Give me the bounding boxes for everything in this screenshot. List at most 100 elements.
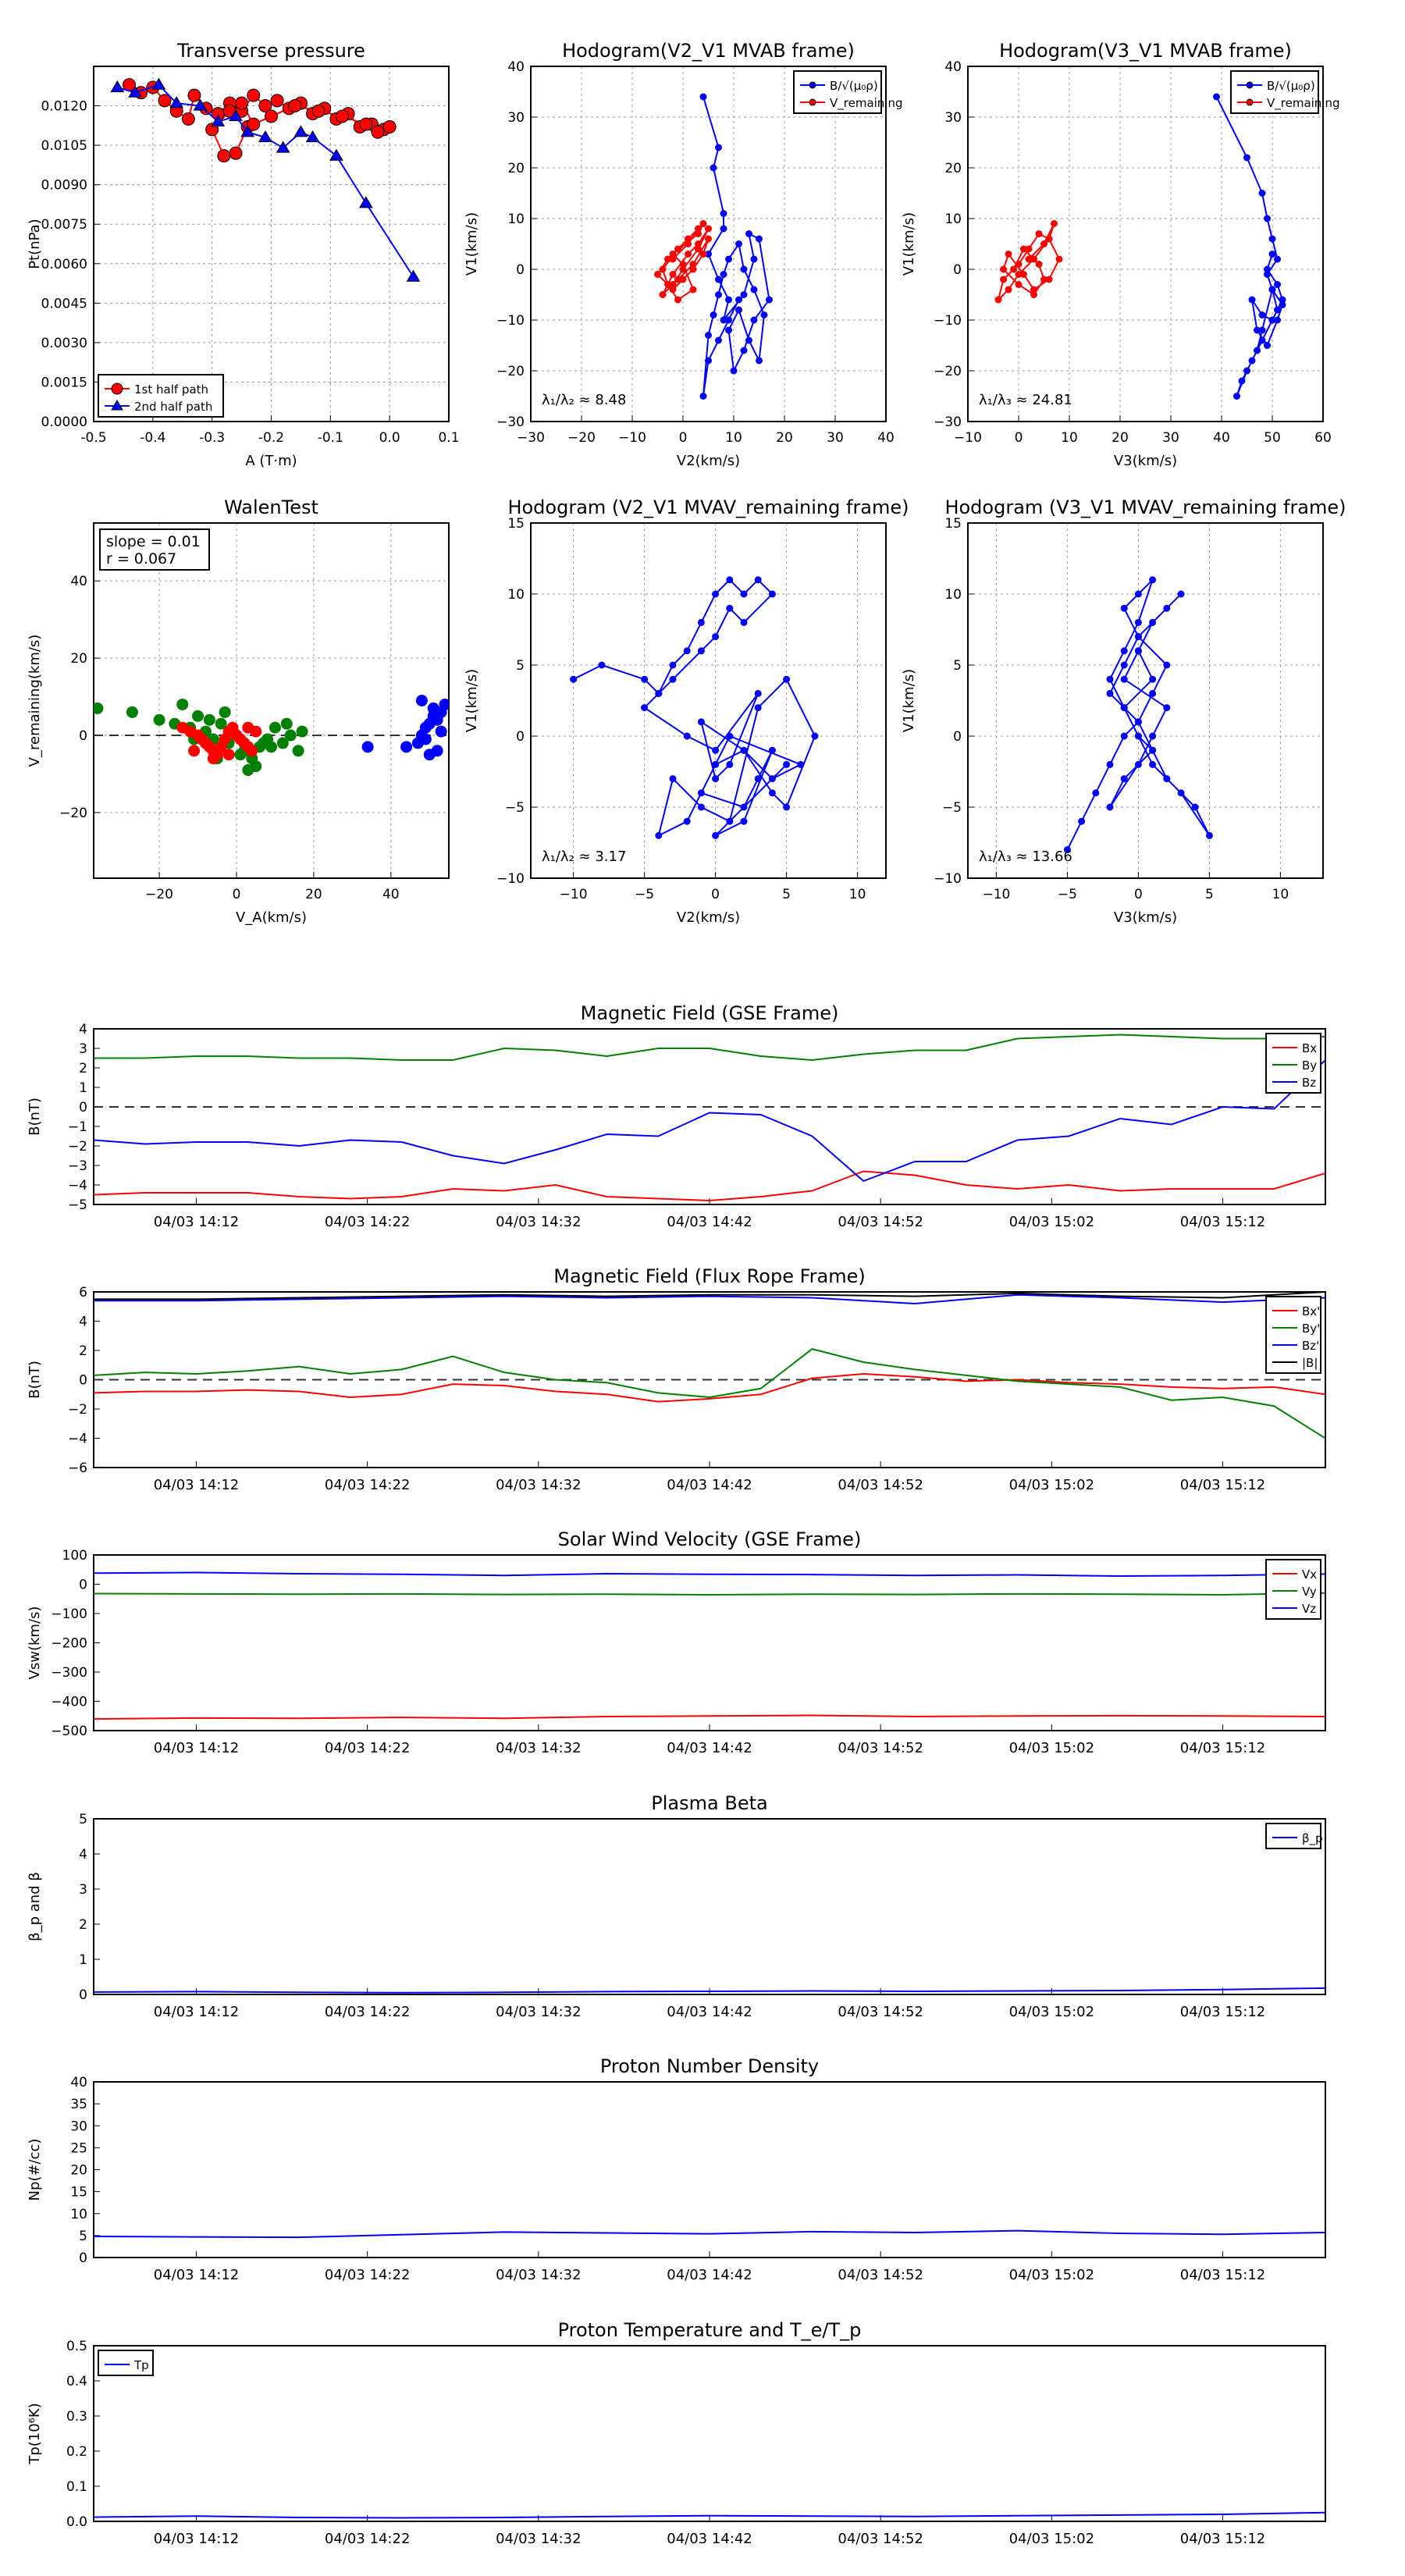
hodogram_v3_v1-point (1040, 240, 1048, 247)
hodogram_v3_v1-point (1040, 276, 1048, 283)
transverse_pressure-point (151, 77, 166, 90)
hodogram_v2_v1-point (659, 265, 667, 273)
transverse_pressure-ytick-label: 0.0015 (41, 375, 87, 390)
walen_test-xtick-label: −20 (145, 887, 173, 902)
plasma_beta-xtick-label: 04/03 14:12 (154, 2004, 239, 2020)
hodogram_v3_v1_remaining-point (1134, 718, 1142, 726)
solar_wind-axes (94, 1554, 1223, 1731)
hodogram_v3_v1-point (1000, 265, 1007, 273)
proton_temperature-legend-label: Tp (133, 2358, 149, 2372)
hodogram_v2_v1-point (715, 276, 722, 283)
hodogram_v2_v1_remaining-point (768, 746, 776, 754)
hodogram_v2_v1-point (740, 347, 748, 354)
transverse_pressure-point (258, 99, 272, 113)
plasma_beta-xtick-label: 04/03 14:22 (325, 2004, 410, 2020)
hodogram_v2_v1_remaining-point (641, 675, 649, 683)
plasma_beta-xtick-label: 04/03 14:42 (667, 2004, 752, 2020)
proton_density-ytick-label: 0 (79, 2250, 87, 2266)
hodogram_v2_v1-point (654, 271, 661, 278)
walen_test-xlabel: V_A(km/s) (236, 909, 307, 926)
transverse_pressure-point (293, 125, 308, 137)
hodogram_v3_v1_remaining-point (1106, 689, 1114, 697)
hodogram_v2_v1_remaining-point (712, 590, 720, 598)
hodogram_v3_v1-point (1020, 271, 1027, 278)
hodogram_v2_v1_remaining-point (726, 817, 734, 825)
hodogram_v2_v1_remaining-plot (570, 576, 819, 839)
mag_gse-xtick-label: 04/03 14:52 (838, 1214, 923, 1230)
hodogram_v3_v1-point (1020, 245, 1027, 253)
hodogram_v2_v1-point (730, 367, 738, 375)
hodogram_v2_v1_remaining-point (712, 831, 720, 839)
proton_density-plot (94, 2229, 1325, 2239)
hodogram_v2_v1-point (689, 286, 697, 294)
hodogram_v2_v1-ytick-label: −30 (496, 415, 525, 430)
mag_gse-ytick-label: 2 (79, 1061, 87, 1076)
mag_gse-ytick-label: −1 (68, 1119, 87, 1135)
mag_flux_rope-ytick-label: 0 (79, 1373, 87, 1389)
transverse_pressure-point (193, 98, 208, 111)
hodogram_v3_v1_remaining-plot (1063, 576, 1213, 854)
hodogram_v2_v1_remaining-point (655, 689, 663, 697)
mag_gse-ytick-label: 3 (79, 1041, 87, 1057)
hodogram_v3_v1-xtick-label: 0 (1015, 430, 1023, 446)
walen_test-point (219, 706, 231, 718)
solar_wind-legend (1265, 1559, 1321, 1620)
hodogram_v3_v1-point (1005, 251, 1012, 258)
mag_gse-legend-label: Bx (1302, 1041, 1317, 1055)
proton_temperature-xtick-label: 04/03 14:32 (496, 2531, 581, 2547)
proton_density-xtick-label: 04/03 15:02 (1009, 2267, 1094, 2283)
proton_density-series-line-Np (94, 2229, 1325, 2239)
hodogram_v2_v1_remaining-ytick-label: 15 (507, 516, 525, 532)
transverse_pressure-point (311, 104, 325, 118)
plasma_beta-xtick-label: 04/03 15:02 (1009, 2004, 1094, 2020)
walen_test-ytick-label: 20 (70, 651, 87, 667)
hodogram_v2_v1_remaining-point (641, 704, 649, 712)
proton_density-ytick-label: 5 (79, 2229, 87, 2244)
mag_flux_rope-legend-label: |B| (1302, 1356, 1318, 1370)
proton_density-ytick-label: 40 (70, 2075, 87, 2090)
hodogram_v3_v1_remaining-point (1134, 647, 1142, 655)
plasma_beta-axes (94, 1818, 1223, 1995)
mag_flux_rope-ytick-label: 4 (79, 1315, 87, 1330)
transverse_pressure-point (158, 94, 172, 108)
hodogram_v2_v1-point (720, 225, 727, 233)
hodogram_v3_v1_remaining-point (1134, 633, 1142, 641)
hodogram_v3_v1_remaining-ylabel: V1(km/s) (901, 669, 917, 732)
transverse_pressure-point (258, 130, 272, 143)
transverse_pressure-xtick-label: -0.4 (140, 430, 165, 446)
hodogram_v3_v1_remaining-ytick-label: 5 (953, 658, 962, 674)
hodogram_v2_v1_remaining-point (669, 675, 677, 683)
hodogram_v3_v1_remaining-point (1149, 760, 1157, 768)
walen_test-ytick-label: 40 (70, 574, 87, 589)
hodogram_v2_v1-point (669, 251, 677, 258)
walen_test-point (94, 702, 104, 714)
hodogram_v3_v1_remaining-point (1149, 746, 1157, 754)
hodogram_v2_v1_remaining-xtick-label: 0 (711, 887, 720, 902)
mag_gse-xtick-label: 04/03 14:32 (496, 1214, 581, 1230)
plasma_beta-xtick-label: 04/03 15:12 (1180, 2004, 1265, 2020)
hodogram_v2_v1_remaining-point (712, 633, 720, 641)
transverse_pressure-xtick-label: 0.0 (379, 430, 400, 446)
hodogram_v2_v1_remaining-point (683, 817, 691, 825)
proton_density-ytick-label: 35 (70, 2097, 87, 2112)
mag_flux_rope-series-line-|B| (94, 1292, 1325, 1300)
hodogram_v3_v1_remaining-point (1149, 732, 1157, 740)
hodogram_v3_v1_remaining-point (1163, 704, 1171, 712)
walen_test-point (215, 717, 227, 730)
hodogram_v2_v1_remaining-point (797, 760, 805, 768)
plasma_beta-ytick-label: 1 (79, 1952, 87, 1968)
hodogram_v2_v1-ytick-label: −10 (496, 313, 525, 329)
transverse_pressure-point (358, 196, 373, 208)
solar_wind-legend-label: Vz (1302, 1602, 1316, 1616)
solar_wind-ytick-label: −200 (51, 1636, 87, 1652)
proton_density-ytick-label: 10 (70, 2207, 87, 2222)
plasma_beta-plot (94, 1987, 1325, 1994)
hodogram_v2_v1-ytick-label: 20 (507, 161, 525, 176)
hodogram_v3_v1-point (1268, 316, 1276, 324)
transverse_pressure-point (110, 80, 125, 93)
hodogram_v3_v1-point (1015, 261, 1023, 268)
walen_test-point (126, 706, 138, 718)
walen_test-xtick-label: 40 (382, 887, 400, 902)
hodogram_v2_v1-xtick-label: −10 (618, 430, 646, 446)
transverse_pressure-point (247, 88, 261, 102)
